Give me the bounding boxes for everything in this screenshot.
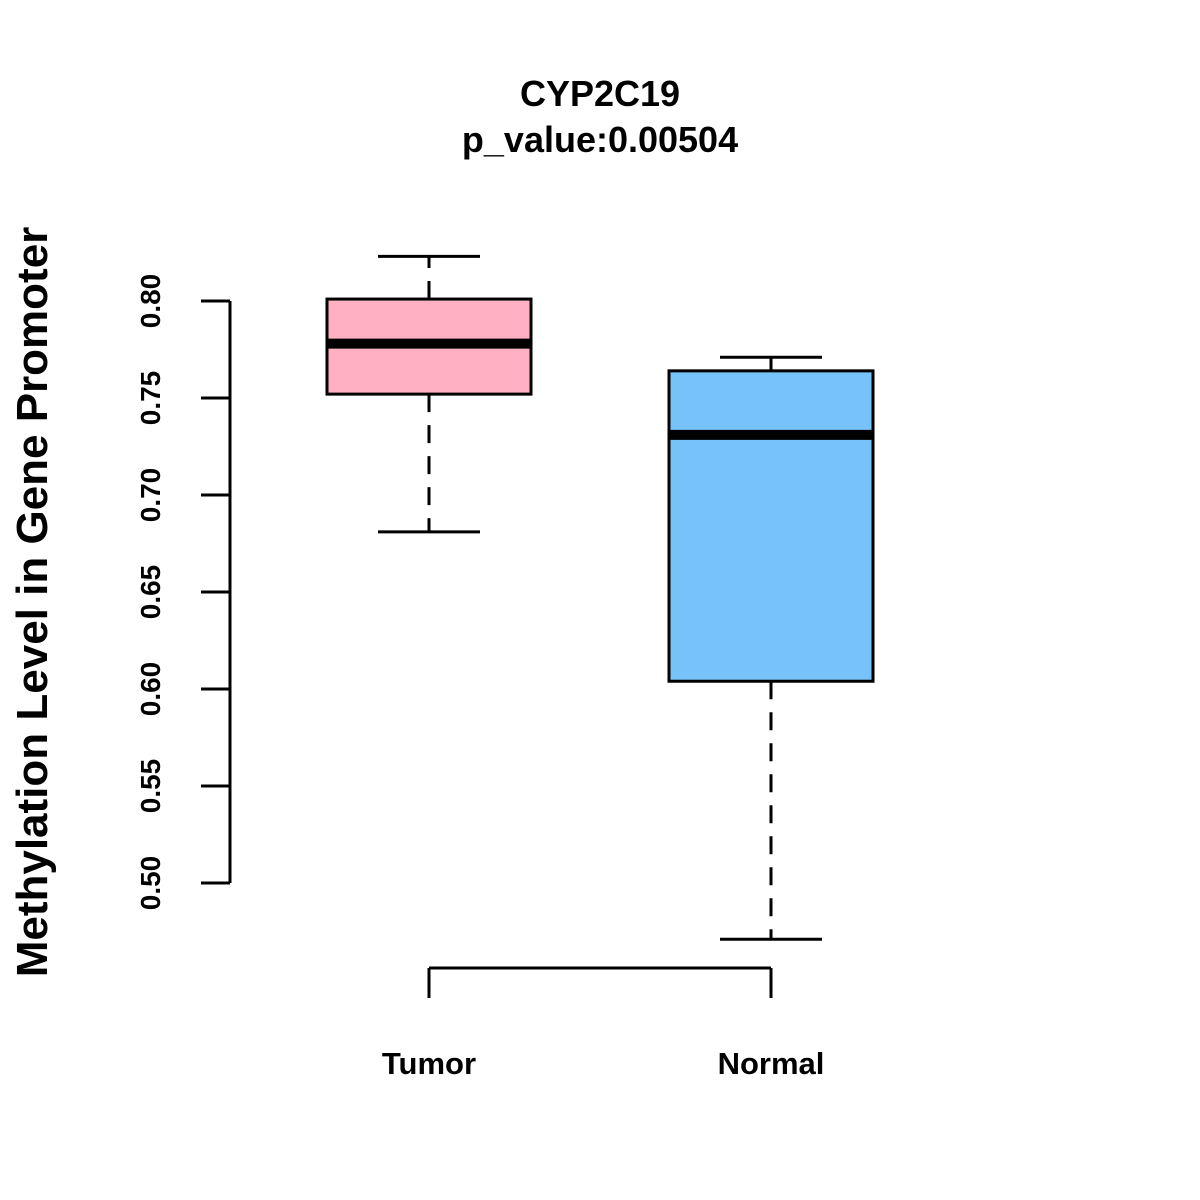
y-axis-label: Methylation Level in Gene Promoter [8,227,57,978]
box-tumor [325,254,533,534]
y-tick-label: 0.65 [135,565,166,620]
x-category-label: Normal [718,1046,825,1081]
y-axis: 0.50 0.55 0.60 0.65 0.70 0.75 0.80 [135,274,232,911]
box-normal [667,355,875,941]
x-category-label: Tumor [382,1046,476,1081]
y-tick-label: 0.60 [135,662,166,717]
y-tick-label: 0.70 [135,468,166,523]
x-axis: Tumor Normal [382,966,825,1081]
chart-subtitle: p_value:0.00504 [462,119,738,160]
y-tick-label: 0.75 [135,371,166,426]
chart-title: CYP2C19 [520,73,680,114]
box-series [325,254,875,941]
interquartile-box [667,369,875,683]
y-tick-label: 0.55 [135,759,166,814]
y-tick-label: 0.50 [135,856,166,911]
y-tick-label: 0.80 [135,274,166,329]
